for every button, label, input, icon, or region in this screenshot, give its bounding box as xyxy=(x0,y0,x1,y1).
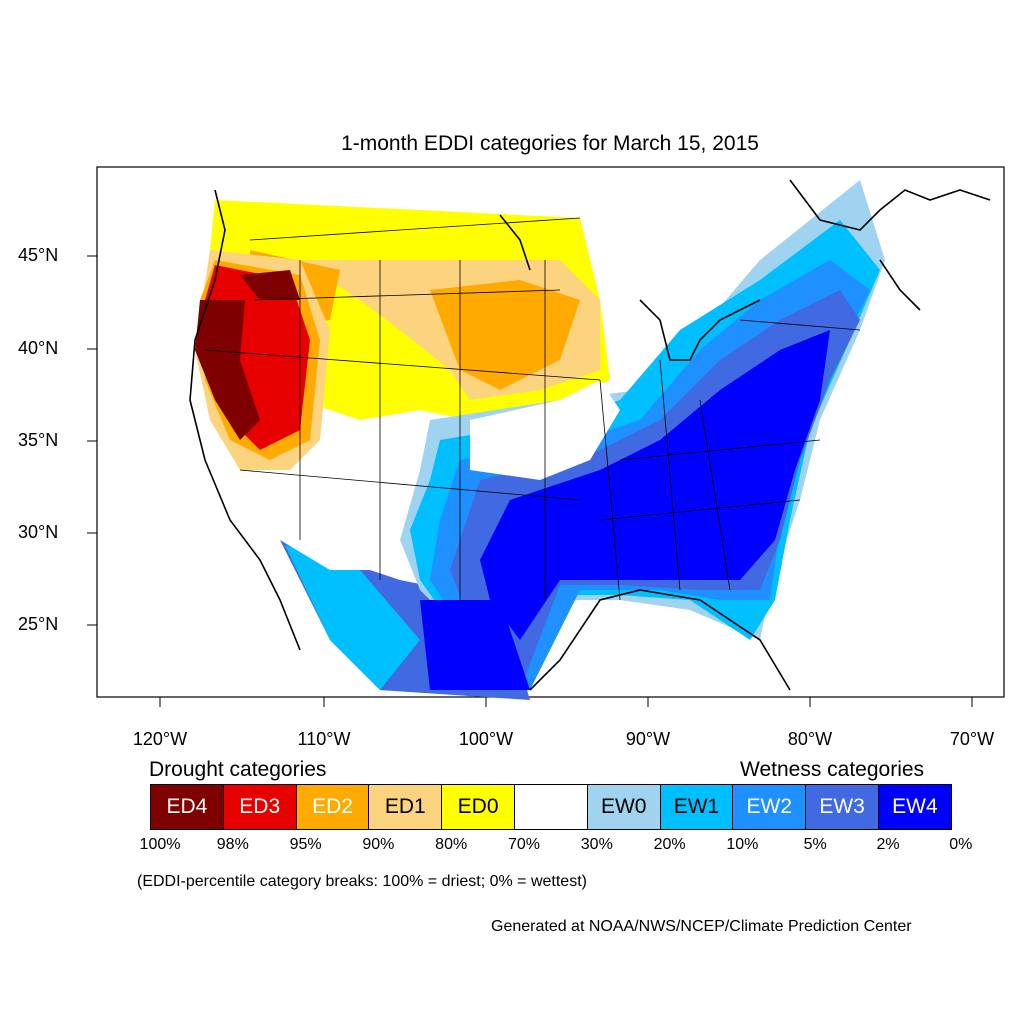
state-borders xyxy=(204,217,861,601)
legend-percent-label: 0% xyxy=(949,836,973,853)
map-title: 1-month EDDI categories for March 15, 20… xyxy=(341,132,759,155)
drought-categories-heading: Drought categories xyxy=(149,758,327,781)
legend-category-label: EW0 xyxy=(600,795,647,818)
legend-category-label: EW2 xyxy=(746,795,793,818)
lon-label: 100°W xyxy=(458,729,514,749)
legend-category-box: EW0 xyxy=(586,784,661,830)
legend-category-label: ED1 xyxy=(384,795,426,818)
lon-label: 70°W xyxy=(949,729,995,749)
legend-percent-label: 2% xyxy=(876,836,900,853)
legend-category-box xyxy=(514,784,588,830)
region-west-ed4 xyxy=(195,300,260,440)
legend-percent-label: 98% xyxy=(216,836,249,853)
legend-category-box: EW2 xyxy=(732,784,807,830)
legend-category-label: ED0 xyxy=(457,795,499,818)
legend-category-box: EW4 xyxy=(878,784,952,830)
legend-category-label: EW1 xyxy=(673,795,720,818)
legend-percent-label: 5% xyxy=(803,836,827,853)
map-frame xyxy=(96,166,1005,698)
legend-category-box: ED4 xyxy=(150,784,224,830)
region-texas-ew4 xyxy=(420,600,530,690)
legend-category-box: ED2 xyxy=(295,784,370,830)
lat-label: 45°N xyxy=(18,245,59,265)
legend-category-box: ED1 xyxy=(368,784,443,830)
lat-label: 35°N xyxy=(18,430,59,450)
legend-percent-label: 30% xyxy=(580,836,613,853)
legend-category-label: ED4 xyxy=(166,795,208,818)
legend-category-label: EW3 xyxy=(819,795,865,818)
wetness-categories-heading: Wetness categories xyxy=(740,758,925,781)
region-northern-ed2 xyxy=(430,280,580,390)
legend-percent-label: 95% xyxy=(289,836,322,853)
legend-percent-label: 70% xyxy=(507,836,541,853)
legend-percent-label: 10% xyxy=(726,836,759,853)
coastlines xyxy=(189,179,991,691)
legend-percent-label: 80% xyxy=(435,836,468,853)
legend-percent-label: 20% xyxy=(653,836,686,853)
region-east-ew4 xyxy=(480,330,830,640)
legend-category-label: EW4 xyxy=(892,795,938,818)
legend-category-label: ED2 xyxy=(312,795,353,818)
legend-category-box: EW1 xyxy=(659,784,734,830)
lat-label: 40°N xyxy=(18,338,59,358)
legend-percent-label: 100% xyxy=(139,836,181,853)
legend-note: (EDDI-percentile category breaks: 100% =… xyxy=(137,873,587,890)
lon-label: 110°W xyxy=(297,729,351,749)
legend-category-box: ED0 xyxy=(441,784,515,830)
lat-label: 30°N xyxy=(18,522,59,542)
legend-percent-label: 90% xyxy=(362,836,395,853)
legend-category-box: EW3 xyxy=(805,784,879,830)
credit-line: Generated at NOAA/NWS/NCEP/Climate Predi… xyxy=(491,918,912,935)
lon-label: 90°W xyxy=(625,729,671,749)
region-oregon-ed4 xyxy=(240,270,300,300)
map-ticks xyxy=(87,255,973,707)
legend-category-box: ED3 xyxy=(222,784,297,830)
lon-label: 80°W xyxy=(787,729,833,749)
legend-category-label: ED3 xyxy=(239,795,281,818)
lon-label: 120°W xyxy=(132,729,188,749)
lat-label: 25°N xyxy=(18,614,59,634)
region-mexico-ew1 xyxy=(285,545,420,690)
